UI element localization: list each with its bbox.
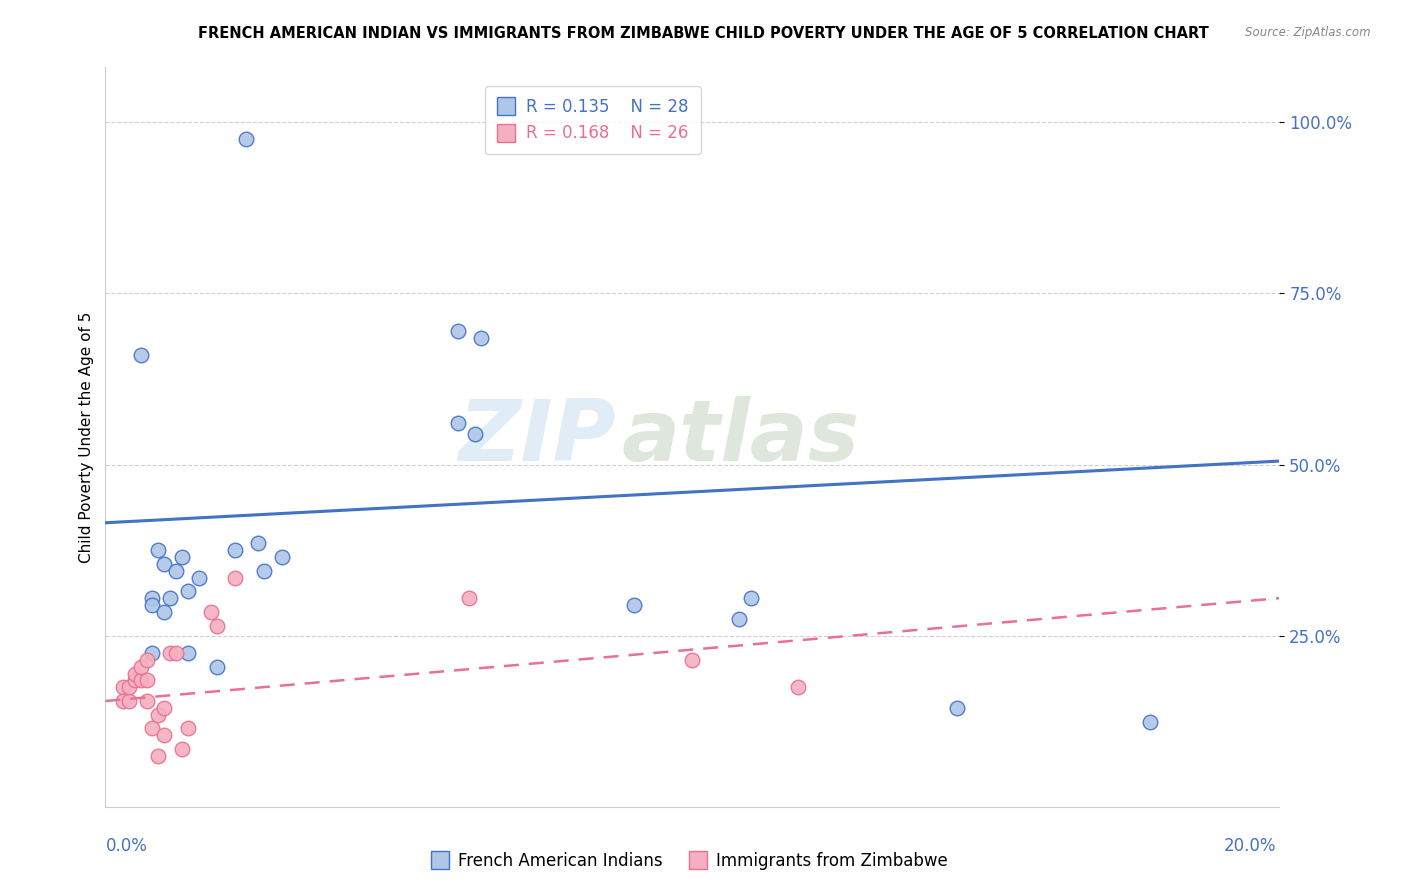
- Point: [270, 549, 292, 564]
- Point: [945, 701, 967, 715]
- Point: [159, 591, 181, 606]
- Legend: French American Indians, Immigrants from Zimbabwe: French American Indians, Immigrants from…: [423, 846, 955, 877]
- Point: [129, 348, 152, 362]
- Text: Source: ZipAtlas.com: Source: ZipAtlas.com: [1246, 26, 1371, 39]
- Point: [159, 646, 181, 660]
- Point: [118, 694, 141, 708]
- Point: [135, 673, 157, 688]
- Point: [170, 549, 193, 564]
- Point: [464, 426, 486, 441]
- Point: [112, 681, 135, 695]
- Point: [165, 564, 187, 578]
- Point: [470, 331, 492, 345]
- Point: [447, 324, 470, 338]
- Point: [153, 728, 176, 742]
- Y-axis label: Child Poverty Under the Age of 5: Child Poverty Under the Age of 5: [79, 311, 94, 563]
- Text: 20.0%: 20.0%: [1225, 837, 1277, 855]
- Point: [188, 571, 211, 585]
- Point: [153, 605, 176, 619]
- Point: [153, 701, 176, 715]
- Text: FRENCH AMERICAN INDIAN VS IMMIGRANTS FROM ZIMBABWE CHILD POVERTY UNDER THE AGE O: FRENCH AMERICAN INDIAN VS IMMIGRANTS FRO…: [198, 26, 1208, 41]
- Point: [205, 618, 228, 632]
- Text: ZIP: ZIP: [458, 395, 616, 479]
- Point: [141, 591, 163, 606]
- Point: [129, 659, 152, 673]
- Point: [205, 659, 228, 673]
- Point: [135, 694, 157, 708]
- Point: [740, 591, 762, 606]
- Point: [141, 722, 163, 736]
- Point: [124, 673, 146, 688]
- Point: [141, 598, 163, 612]
- Point: [200, 605, 222, 619]
- Point: [447, 417, 470, 431]
- Point: [153, 557, 176, 571]
- Point: [682, 653, 704, 667]
- Point: [112, 694, 135, 708]
- Point: [787, 681, 810, 695]
- Text: atlas: atlas: [621, 395, 860, 479]
- Point: [135, 653, 157, 667]
- Point: [148, 543, 170, 558]
- Point: [148, 748, 170, 763]
- Point: [124, 666, 146, 681]
- Point: [224, 543, 246, 558]
- Legend: R = 0.135    N = 28, R = 0.168    N = 26: R = 0.135 N = 28, R = 0.168 N = 26: [485, 87, 700, 154]
- Point: [165, 646, 187, 660]
- Point: [148, 707, 170, 722]
- Point: [176, 584, 198, 599]
- Point: [170, 742, 193, 756]
- Point: [176, 646, 198, 660]
- Point: [253, 564, 276, 578]
- Text: 0.0%: 0.0%: [105, 837, 148, 855]
- Point: [235, 132, 257, 146]
- Point: [247, 536, 270, 550]
- Point: [728, 612, 751, 626]
- Point: [176, 722, 198, 736]
- Point: [1139, 714, 1161, 729]
- Point: [129, 673, 152, 688]
- Point: [118, 681, 141, 695]
- Point: [141, 646, 163, 660]
- Point: [224, 571, 246, 585]
- Point: [623, 598, 645, 612]
- Point: [458, 591, 481, 606]
